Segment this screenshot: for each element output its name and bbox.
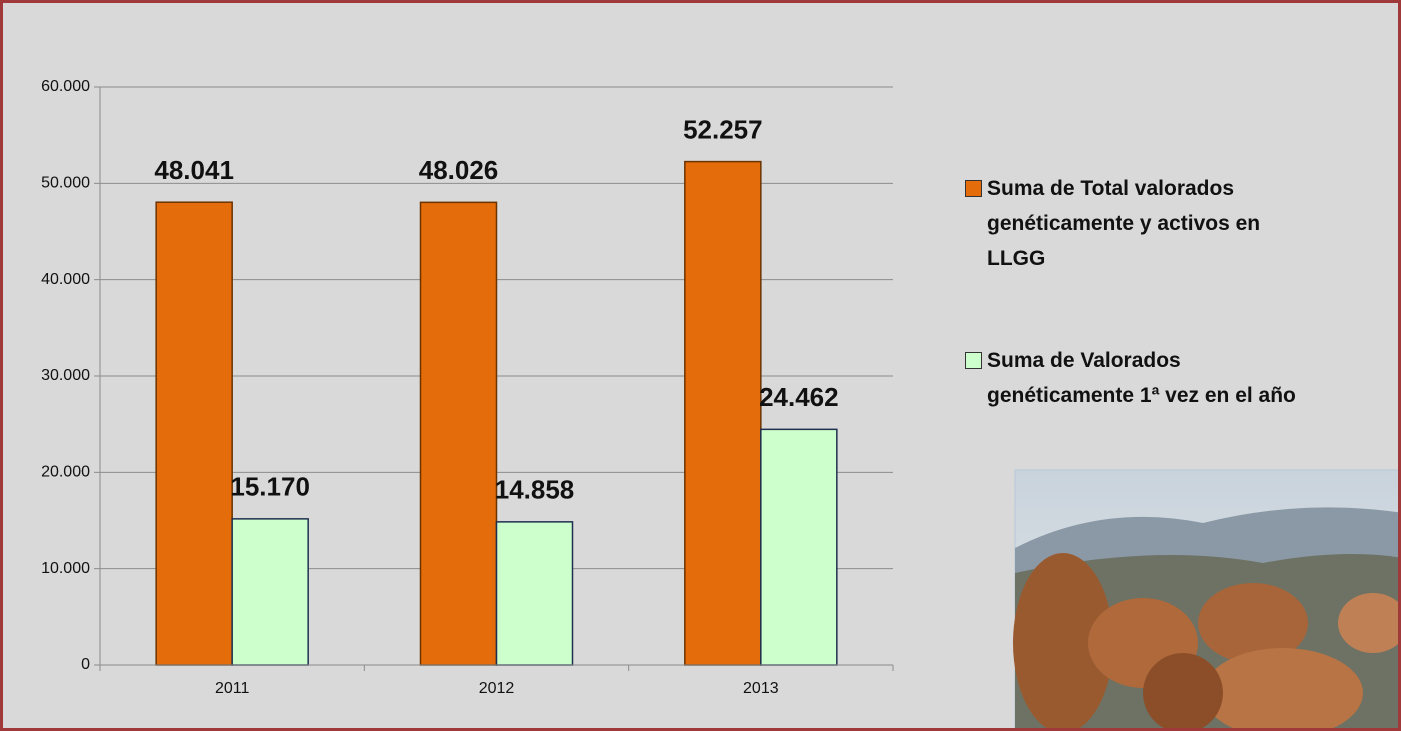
y-tick-label: 60.000 <box>41 78 90 95</box>
bar <box>495 521 574 666</box>
legend-item: Suma de Valorados genéticamente 1ª vez e… <box>965 343 1315 413</box>
value-label: 15.170 <box>230 472 310 502</box>
bar <box>231 518 309 666</box>
value-label: 24.462 <box>759 382 839 412</box>
y-tick-label: 50.000 <box>41 175 90 192</box>
bar <box>760 428 838 666</box>
bar <box>684 160 762 666</box>
y-tick-label: 10.000 <box>41 560 90 577</box>
y-tick-label: 0 <box>81 656 90 673</box>
y-tick-label: 20.000 <box>41 464 90 481</box>
bar <box>155 201 233 666</box>
legend-swatch <box>965 180 982 197</box>
value-label: 52.257 <box>683 114 763 144</box>
y-tick-label: 30.000 <box>41 367 90 384</box>
legend-label: Suma de Valorados genéticamente 1ª vez e… <box>987 349 1296 407</box>
value-label: 48.026 <box>419 155 499 185</box>
x-tick-label: 2011 <box>215 680 250 697</box>
y-tick-label: 40.000 <box>41 271 90 288</box>
chart-area: 0 10.000 20.000 30.000 40.000 50.000 60.000 201… <box>41 78 1398 728</box>
photo <box>1013 469 1398 728</box>
value-label: 48.041 <box>154 155 234 185</box>
bar <box>419 201 498 666</box>
legend-item: Suma de Total valorados genéticamente y … <box>965 171 1315 276</box>
legend-label: Suma de Total valorados genéticamente y … <box>987 177 1261 270</box>
x-tick-label: 2012 <box>479 680 515 697</box>
value-label: 14.858 <box>495 475 575 505</box>
legend-swatch <box>965 352 982 369</box>
x-tick-label: 2013 <box>743 680 779 697</box>
